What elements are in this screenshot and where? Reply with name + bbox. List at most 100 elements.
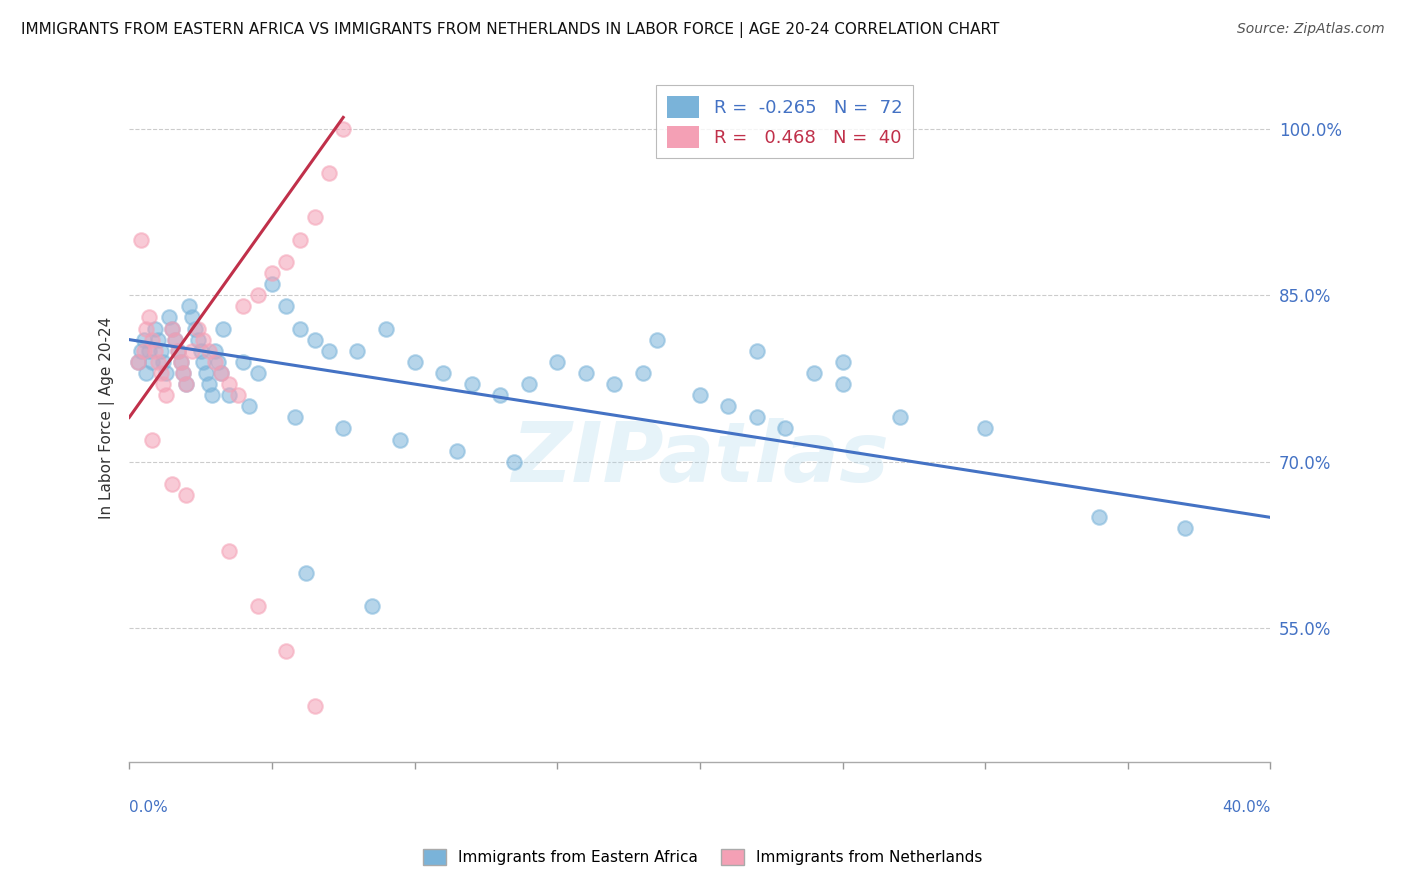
Point bbox=[198, 377, 221, 392]
Point bbox=[432, 366, 454, 380]
Point bbox=[176, 377, 198, 392]
Point bbox=[146, 355, 169, 369]
Point bbox=[276, 299, 298, 313]
Text: ZIPatlas: ZIPatlas bbox=[510, 418, 889, 500]
Point bbox=[163, 333, 186, 347]
Y-axis label: In Labor Force | Age 20-24: In Labor Force | Age 20-24 bbox=[100, 317, 115, 518]
Point bbox=[141, 355, 163, 369]
Point bbox=[831, 355, 853, 369]
Point bbox=[169, 355, 191, 369]
Point bbox=[803, 366, 825, 380]
Text: 40.0%: 40.0% bbox=[1222, 799, 1271, 814]
Point bbox=[276, 643, 298, 657]
Point bbox=[141, 333, 163, 347]
Legend: R =  -0.265   N =  72, R =   0.468   N =  40: R = -0.265 N = 72, R = 0.468 N = 40 bbox=[657, 86, 914, 159]
Point bbox=[360, 599, 382, 614]
Point bbox=[172, 366, 194, 380]
Point bbox=[160, 321, 183, 335]
Point bbox=[141, 433, 163, 447]
Point bbox=[184, 321, 207, 335]
Point bbox=[135, 366, 157, 380]
Point bbox=[631, 366, 654, 380]
Point bbox=[138, 310, 160, 325]
Point bbox=[193, 333, 215, 347]
Point bbox=[232, 299, 254, 313]
Point bbox=[304, 699, 326, 714]
Point bbox=[276, 255, 298, 269]
Point bbox=[318, 166, 340, 180]
Point bbox=[717, 399, 740, 413]
Point bbox=[446, 443, 468, 458]
Point bbox=[169, 355, 191, 369]
Point bbox=[163, 333, 186, 347]
Point bbox=[198, 343, 221, 358]
Text: IMMIGRANTS FROM EASTERN AFRICA VS IMMIGRANTS FROM NETHERLANDS IN LABOR FORCE | A: IMMIGRANTS FROM EASTERN AFRICA VS IMMIGR… bbox=[21, 22, 1000, 38]
Point bbox=[209, 366, 232, 380]
Point bbox=[160, 477, 183, 491]
Point bbox=[284, 410, 307, 425]
Point bbox=[517, 377, 540, 392]
Point bbox=[232, 355, 254, 369]
Point bbox=[127, 355, 149, 369]
Point bbox=[149, 343, 172, 358]
Point bbox=[332, 121, 354, 136]
Point bbox=[889, 410, 911, 425]
Point bbox=[146, 333, 169, 347]
Point bbox=[152, 355, 174, 369]
Point bbox=[745, 410, 768, 425]
Point bbox=[181, 343, 204, 358]
Point bbox=[460, 377, 482, 392]
Point bbox=[503, 455, 526, 469]
Point bbox=[546, 355, 568, 369]
Text: 0.0%: 0.0% bbox=[129, 799, 167, 814]
Point bbox=[318, 343, 340, 358]
Point bbox=[246, 599, 269, 614]
Point bbox=[201, 388, 224, 402]
Point bbox=[238, 399, 260, 413]
Point bbox=[204, 343, 226, 358]
Text: Source: ZipAtlas.com: Source: ZipAtlas.com bbox=[1237, 22, 1385, 37]
Point bbox=[129, 343, 152, 358]
Point bbox=[246, 288, 269, 302]
Point bbox=[290, 321, 312, 335]
Point bbox=[218, 377, 240, 392]
Point bbox=[290, 233, 312, 247]
Point bbox=[193, 355, 215, 369]
Point bbox=[195, 366, 218, 380]
Point bbox=[212, 321, 235, 335]
Point bbox=[172, 366, 194, 380]
Point bbox=[181, 310, 204, 325]
Point bbox=[187, 333, 209, 347]
Point bbox=[209, 366, 232, 380]
Point bbox=[132, 343, 155, 358]
Point bbox=[1174, 521, 1197, 535]
Point bbox=[831, 377, 853, 392]
Point bbox=[155, 388, 177, 402]
Point bbox=[1088, 510, 1111, 524]
Point bbox=[135, 321, 157, 335]
Point bbox=[149, 366, 172, 380]
Point bbox=[745, 343, 768, 358]
Point bbox=[489, 388, 512, 402]
Point bbox=[603, 377, 626, 392]
Legend: Immigrants from Eastern Africa, Immigrants from Netherlands: Immigrants from Eastern Africa, Immigran… bbox=[418, 843, 988, 871]
Point bbox=[132, 333, 155, 347]
Point bbox=[127, 355, 149, 369]
Point bbox=[187, 321, 209, 335]
Point bbox=[260, 277, 283, 291]
Point bbox=[304, 211, 326, 225]
Point bbox=[295, 566, 318, 580]
Point bbox=[346, 343, 368, 358]
Point bbox=[226, 388, 249, 402]
Point bbox=[166, 343, 188, 358]
Point bbox=[246, 366, 269, 380]
Point bbox=[218, 543, 240, 558]
Point bbox=[389, 433, 412, 447]
Point bbox=[176, 377, 198, 392]
Point bbox=[575, 366, 598, 380]
Point bbox=[179, 299, 201, 313]
Point bbox=[304, 333, 326, 347]
Point bbox=[645, 333, 668, 347]
Point bbox=[689, 388, 711, 402]
Point bbox=[218, 388, 240, 402]
